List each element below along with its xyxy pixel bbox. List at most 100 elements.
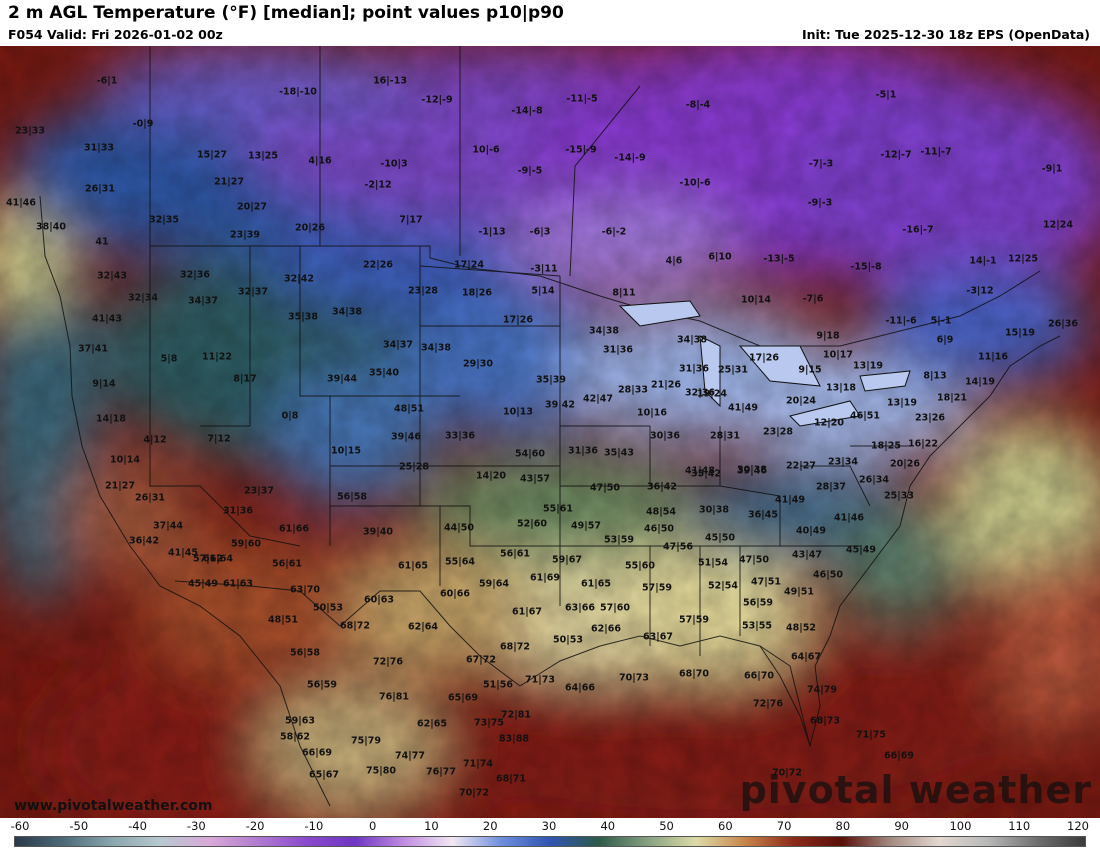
point-value-label: 34|37	[188, 295, 218, 307]
point-value-label: 72|81	[501, 709, 531, 721]
point-value-label: 75|79	[351, 735, 381, 747]
website-label: www.pivotalweather.com	[14, 798, 213, 814]
init-time: Init: Tue 2025-12-30 18z EPS (OpenData)	[801, 27, 1090, 42]
point-value-label: 52|60	[517, 518, 547, 530]
point-value-label: 50|53	[313, 602, 343, 614]
point-value-label: -9|-5	[517, 165, 543, 177]
color-scale-tick: 120	[1067, 819, 1089, 833]
point-value-label: 32|34	[128, 292, 158, 304]
point-value-label: 7|17	[399, 214, 423, 226]
point-value-label: 59|63	[285, 715, 315, 727]
point-value-label: 6|9	[936, 334, 954, 346]
point-value-label: 68|72	[500, 641, 530, 653]
point-value-label: 74|79	[807, 684, 837, 696]
point-value-label: 30|38	[699, 504, 729, 516]
point-value-label: 23|28	[763, 426, 793, 438]
point-value-label: 48|51	[394, 403, 424, 415]
point-value-label: 12|25	[1008, 253, 1038, 265]
color-scale-tick: -10	[304, 819, 324, 833]
valid-time: F054 Valid: Fri 2026-01-02 00z	[8, 27, 223, 42]
point-value-label: 35|40	[369, 367, 399, 379]
temperature-map[interactable]: -6|1 -18|-10 16|-13 -12|-9 -14|-8 -11|-5 -8|-4…	[0, 46, 1100, 818]
point-value-label: 20|24	[786, 395, 816, 407]
color-scale-tick: 100	[949, 819, 972, 833]
point-value-label: 47|50	[739, 554, 769, 566]
point-value-label: 31|36	[603, 344, 633, 356]
point-value-label: 30|38	[737, 464, 767, 476]
point-value-label: 43|47	[792, 549, 822, 561]
point-value-label: 47|56	[663, 541, 693, 553]
point-value-label: 32|35	[149, 214, 179, 226]
point-value-label: 14|18	[96, 413, 126, 425]
point-value-label: 68|73	[810, 715, 840, 727]
point-value-label: 35|43	[604, 447, 634, 459]
point-value-label: 15|27	[197, 149, 227, 161]
point-value-label: 13|18	[826, 382, 856, 394]
point-value-label: 17|24	[454, 259, 484, 271]
point-value-label: -1|13	[478, 226, 506, 238]
point-value-label: 32|42	[284, 273, 314, 285]
point-value-label: 63|66	[565, 602, 595, 614]
point-value-label: 5|14	[531, 285, 555, 297]
point-value-label: 56|61	[500, 548, 530, 560]
point-value-label: 56|59	[743, 597, 773, 609]
color-scale-tick: -30	[186, 819, 206, 833]
point-value-label: 23|33	[15, 125, 45, 137]
point-value-label: 28|33	[618, 384, 648, 396]
point-value-label: 70|73	[619, 672, 649, 684]
point-value-label: 53|55	[742, 620, 772, 632]
point-value-label: 28|37	[816, 481, 846, 493]
point-value-label: -12|-7	[880, 149, 912, 161]
point-value-label: 68|72	[340, 620, 370, 632]
point-value-label: 75|80	[366, 765, 396, 777]
point-value-label: 26|36	[1048, 318, 1078, 330]
point-value-label: 72|76	[753, 698, 783, 710]
map-header: 2 m AGL Temperature (°F) [median]; point…	[0, 0, 1100, 46]
point-value-label: 20|27	[237, 201, 267, 213]
point-value-label: 61|66	[279, 523, 309, 535]
point-value-label: 51|56	[483, 679, 513, 691]
point-value-label: -16|-7	[902, 224, 934, 236]
point-value-label: -9|1	[1041, 163, 1063, 175]
color-scale-tick: 40	[600, 819, 616, 833]
point-value-label: 34|37	[383, 339, 413, 351]
point-value-label: 46|50	[644, 523, 674, 535]
point-value-label: 54|60	[515, 448, 545, 460]
point-value-label: 41|43	[92, 313, 122, 325]
point-value-label: -11|-6	[885, 315, 917, 327]
point-value-label: 36|45	[748, 509, 778, 521]
point-value-label: 31|36	[568, 445, 598, 457]
point-value-label: 61|65	[398, 560, 428, 572]
point-value-label: 59|60	[231, 538, 261, 550]
point-value-label: 13|19	[887, 397, 917, 409]
color-scale-tick: 80	[835, 819, 851, 833]
point-value-label: 68|71	[496, 773, 526, 785]
point-value-label: -18|-10	[279, 86, 317, 98]
point-value-label: 36|42	[129, 535, 159, 547]
point-value-label: 23|34	[828, 456, 858, 468]
point-value-label: -6|1	[96, 75, 118, 87]
point-value-label: -15|-9	[565, 144, 597, 156]
point-value-label: 66|69	[302, 747, 332, 759]
point-value-label: -12|-9	[421, 94, 453, 106]
point-value-label: 34|38	[332, 306, 362, 318]
point-value-label: 70|72	[772, 767, 802, 779]
point-value-label: -6|-2	[601, 226, 627, 238]
point-value-label: 55|60	[625, 560, 655, 572]
point-value-label: 42|47	[583, 393, 613, 405]
point-value-label: -9|-3	[807, 197, 833, 209]
point-value-label: 46|50	[813, 569, 843, 581]
color-scale-tick: 50	[659, 819, 674, 833]
point-value-label: 65|69	[448, 692, 478, 704]
point-value-label: 10|15	[331, 445, 361, 457]
point-value-label: 41|46	[6, 197, 36, 209]
point-value-label: 28|31	[710, 430, 740, 442]
point-value-label: 39|46	[391, 431, 421, 443]
point-value-label: 35|42	[691, 468, 721, 480]
point-value-label: 23|39	[230, 229, 260, 241]
point-value-label: 65|67	[309, 769, 339, 781]
color-scale-tick: -40	[128, 819, 147, 833]
point-value-label: 66|70	[744, 670, 774, 682]
point-value-label: 21|26	[651, 379, 681, 391]
point-value-label: 38|40	[36, 221, 66, 233]
